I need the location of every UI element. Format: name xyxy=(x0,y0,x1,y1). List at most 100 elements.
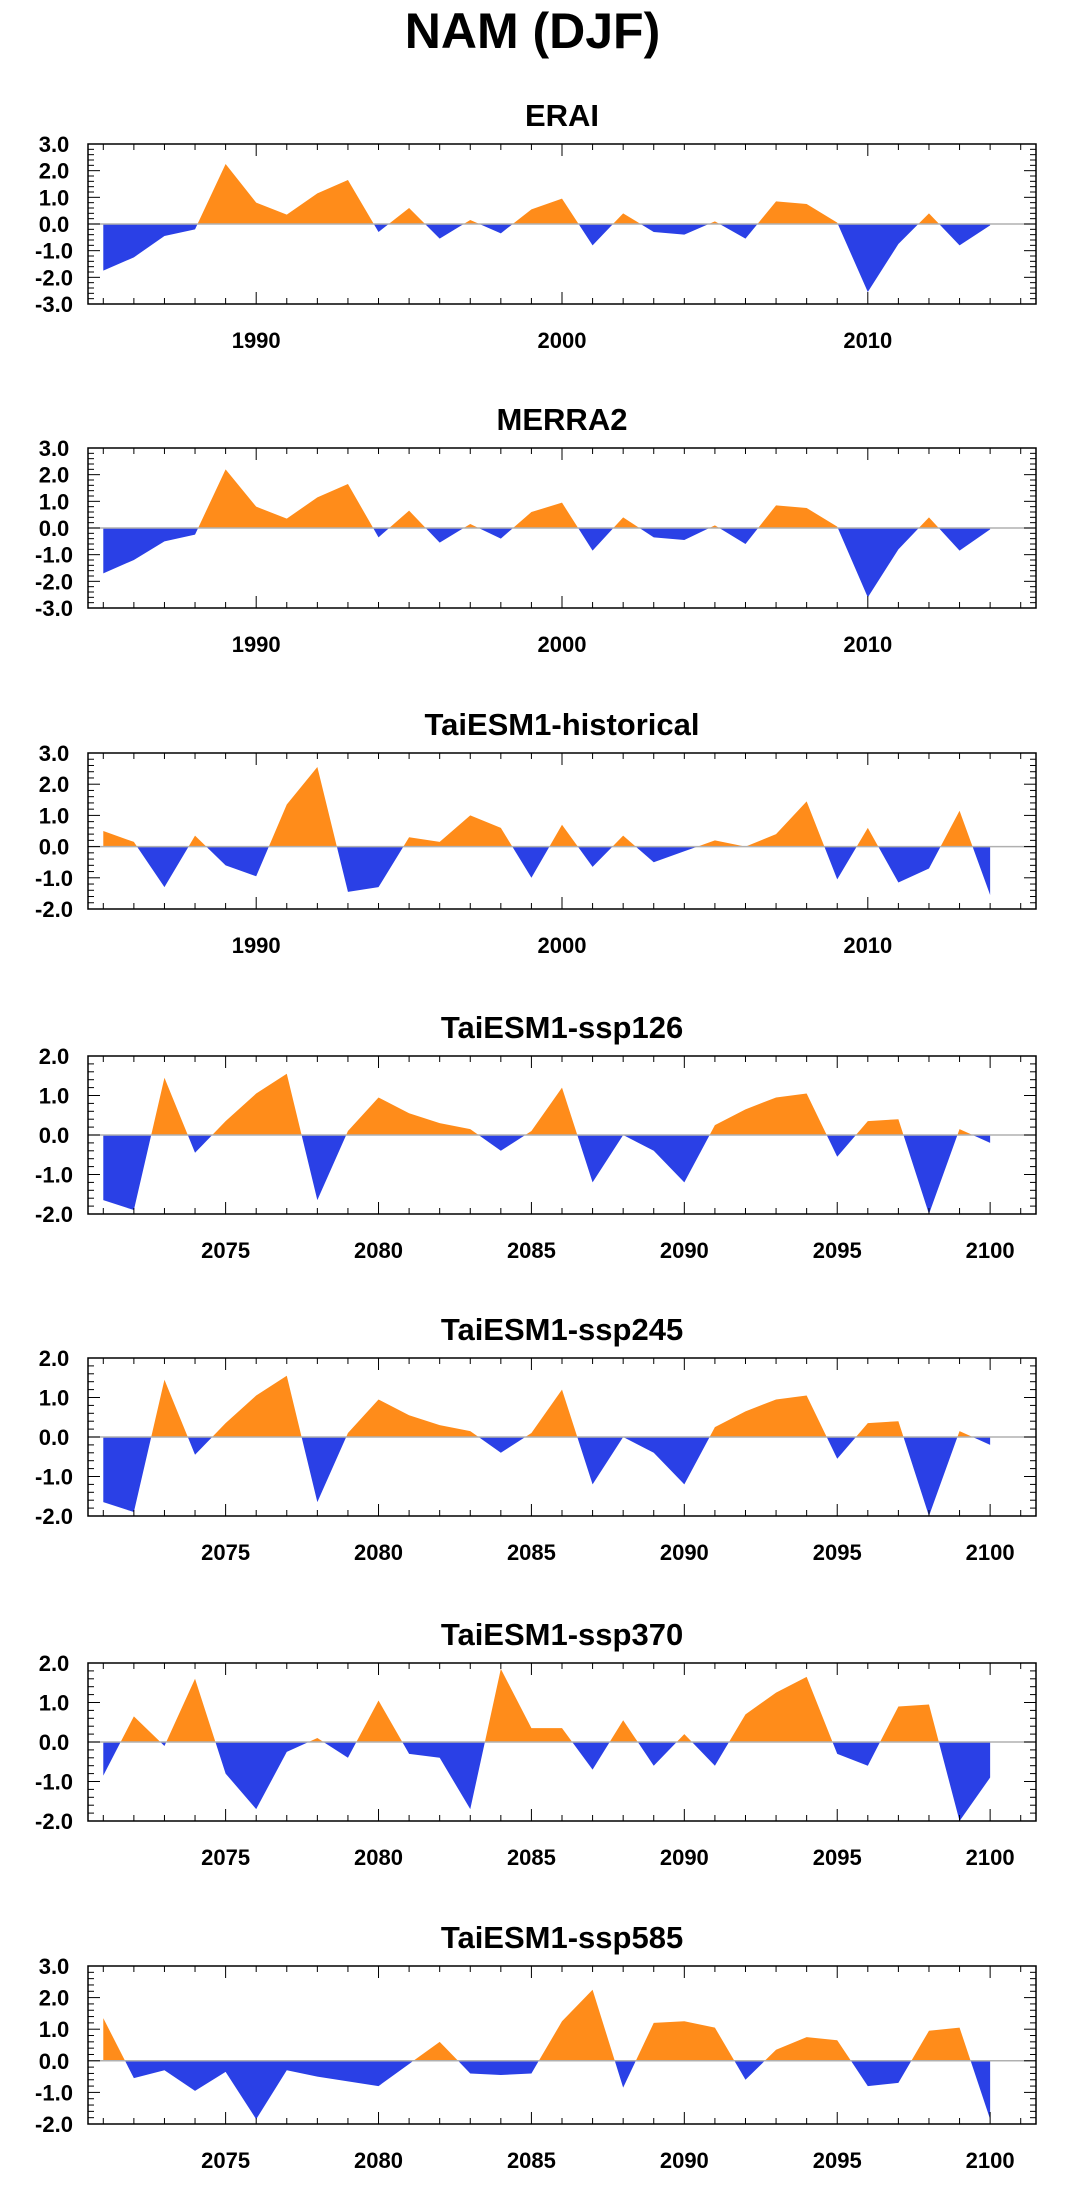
panel-title: TaiESM1-ssp126 xyxy=(441,1010,683,1045)
y-tick-label: 2.0 xyxy=(39,463,70,488)
x-tick-label: 2100 xyxy=(966,1845,1015,1870)
y-tick-label: -3.0 xyxy=(35,596,73,621)
chart-panel-3: TaiESM1-historical 3.0 2.0 1.0 0.0 -1.0 -2.0 19… xyxy=(35,707,1037,958)
y-tick-label: -1.0 xyxy=(35,239,73,264)
y-tick-label: 0.0 xyxy=(39,1123,70,1148)
y-tick-label: 1.0 xyxy=(39,1691,70,1716)
x-tick-label: 2075 xyxy=(201,1238,250,1263)
x-tick-label: 2075 xyxy=(201,1845,250,1870)
x-tick-label: 2010 xyxy=(843,933,892,958)
y-tick-label: 0.0 xyxy=(39,835,70,860)
x-tick-label: 2000 xyxy=(538,933,587,958)
chart-panel-6: TaiESM1-ssp370 2.0 1.0 0.0 -1.0 -2.0 2075 2080 2… xyxy=(35,1617,1037,1870)
positive-anomaly-area xyxy=(103,1375,991,1437)
y-tick-label: -1.0 xyxy=(35,1163,73,1188)
negative-anomaly-area xyxy=(103,1135,991,1214)
y-tick-label: -2.0 xyxy=(35,897,73,922)
x-tick-label: 2085 xyxy=(507,2148,556,2173)
y-tick-label: 3.0 xyxy=(39,132,70,157)
positive-anomaly-area xyxy=(103,767,991,847)
y-tick-label: 0.0 xyxy=(39,2049,70,2074)
x-tick-label: 1990 xyxy=(232,632,281,657)
x-tick-label: 2085 xyxy=(507,1845,556,1870)
y-tick-label: 2.0 xyxy=(39,772,70,797)
x-tick-label: 2090 xyxy=(660,1540,709,1565)
positive-anomaly-area xyxy=(103,164,991,224)
y-tick-label: 0.0 xyxy=(39,212,70,237)
y-tick-label: 1.0 xyxy=(39,185,70,210)
chart-panel-2: MERRA2 3.02.01.00.0-1.0-2.0-3.0 1990 2000 20… xyxy=(35,402,1037,657)
y-tick-label: -1.0 xyxy=(35,543,73,568)
y-tick-label: 0.0 xyxy=(39,1730,70,1755)
y-tick-label: 0.0 xyxy=(39,1425,70,1450)
y-tick-label: 1.0 xyxy=(39,489,70,514)
x-tick-label: 2085 xyxy=(507,1540,556,1565)
y-tick-label: -2.0 xyxy=(35,1202,73,1227)
y-tick-label: 1.0 xyxy=(39,803,70,828)
x-tick-label: 2080 xyxy=(354,1540,403,1565)
y-tick-label: -1.0 xyxy=(35,1770,73,1795)
y-tick-label: -1.0 xyxy=(35,866,73,891)
y-tick-label: 2.0 xyxy=(39,159,70,184)
y-tick-label: -2.0 xyxy=(35,1809,73,1834)
x-tick-label: 1990 xyxy=(232,328,281,353)
x-tick-label: 2080 xyxy=(354,1238,403,1263)
x-tick-label: 2100 xyxy=(966,1238,1015,1263)
page-title: NAM (DJF) xyxy=(404,3,661,59)
positive-anomaly-area xyxy=(103,469,991,528)
x-tick-label: 2095 xyxy=(813,1845,862,1870)
y-tick-label: -2.0 xyxy=(35,1504,73,1529)
negative-anomaly-area xyxy=(103,1437,991,1516)
x-tick-label: 2095 xyxy=(813,2148,862,2173)
chart-panel-5: TaiESM1-ssp245 2.0 1.0 0.0 -1.0 -2.0 2075 2080 2… xyxy=(35,1312,1037,1565)
positive-anomaly-area xyxy=(103,1073,991,1135)
x-tick-label: 2075 xyxy=(201,2148,250,2173)
y-tick-label: 3.0 xyxy=(39,1954,70,1979)
y-tick-label: 1.0 xyxy=(39,1386,70,1411)
y-tick-label: 2.0 xyxy=(39,1044,70,1069)
y-tick-label: 3.0 xyxy=(39,436,70,461)
x-tick-label: 2010 xyxy=(843,328,892,353)
x-tick-label: 1990 xyxy=(232,933,281,958)
y-tick-label: 2.0 xyxy=(39,1346,70,1371)
y-tick-label: -1.0 xyxy=(35,1465,73,1490)
y-tick-label: -1.0 xyxy=(35,2080,73,2105)
y-tick-label: 1.0 xyxy=(39,1084,70,1109)
panel-title: ERAI xyxy=(525,98,599,133)
x-tick-label: 2090 xyxy=(660,1845,709,1870)
x-tick-label: 2085 xyxy=(507,1238,556,1263)
y-tick-label: 0.0 xyxy=(39,516,70,541)
x-tick-label: 2000 xyxy=(538,328,587,353)
y-tick-label: -2.0 xyxy=(35,2112,73,2137)
negative-anomaly-area xyxy=(103,528,991,598)
chart-panel-1: ERAI 3.02.01.00.0-1.0-2.0-3.0 1990 2000 2010 xyxy=(35,98,1037,353)
y-tick-label: 2.0 xyxy=(39,1651,70,1676)
x-tick-label: 2075 xyxy=(201,1540,250,1565)
positive-anomaly-area xyxy=(103,1989,991,2061)
negative-anomaly-area xyxy=(103,1742,991,1821)
chart-panel-4: TaiESM1-ssp126 2.0 1.0 0.0 -1.0 -2.0 2075 2080 2… xyxy=(35,1010,1037,1263)
negative-anomaly-area xyxy=(103,224,991,292)
panel-title: TaiESM1-historical xyxy=(424,707,699,742)
negative-anomaly-area xyxy=(103,2060,991,2120)
y-tick-label: -2.0 xyxy=(35,569,73,594)
y-tick-label: 2.0 xyxy=(39,1986,70,2011)
x-tick-label: 2080 xyxy=(354,1845,403,1870)
x-tick-label: 2100 xyxy=(966,2148,1015,2173)
x-tick-label: 2095 xyxy=(813,1540,862,1565)
panel-title: TaiESM1-ssp245 xyxy=(441,1312,683,1347)
x-tick-label: 2010 xyxy=(843,632,892,657)
panel-title: TaiESM1-ssp585 xyxy=(441,1920,683,1955)
x-tick-label: 2090 xyxy=(660,2148,709,2173)
x-tick-label: 2100 xyxy=(966,1540,1015,1565)
x-tick-label: 2095 xyxy=(813,1238,862,1263)
x-tick-label: 2080 xyxy=(354,2148,403,2173)
y-tick-label: 1.0 xyxy=(39,2017,70,2042)
x-tick-label: 2090 xyxy=(660,1238,709,1263)
y-tick-label: -2.0 xyxy=(35,265,73,290)
y-tick-label: 3.0 xyxy=(39,741,70,766)
x-tick-label: 2000 xyxy=(538,632,587,657)
positive-anomaly-area xyxy=(103,1668,991,1742)
negative-anomaly-area xyxy=(103,846,991,895)
